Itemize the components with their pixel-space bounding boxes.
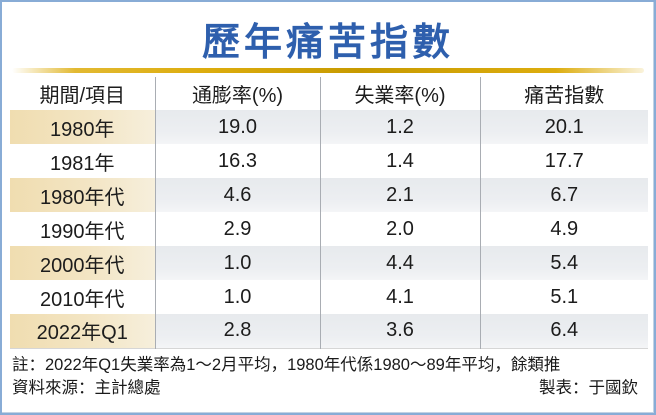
cell-inflation: 19.0 <box>155 110 321 144</box>
cell-unemployment: 1.4 <box>320 144 481 178</box>
cell-unemployment: 3.6 <box>320 314 481 348</box>
cell-period: 1980年 <box>10 110 156 144</box>
cell-misery: 5.1 <box>550 285 579 308</box>
cell-period: 1981年 <box>10 144 156 178</box>
table-row: 1981年 16.3 1.4 17.7 <box>10 144 648 178</box>
misery-index-table: 期間/項目 通膨率(%) 失業率(%) 痛苦指數 1980年 19.0 1.2 … <box>10 77 648 349</box>
table-row: 2010年代 1.0 4.1 5.1 <box>10 280 648 314</box>
cell-period: 2000年代 <box>10 246 156 280</box>
table-row: 2022年Q1 2.8 3.6 6.4 <box>10 314 648 348</box>
table-header-row: 期間/項目 通膨率(%) 失業率(%) 痛苦指數 <box>10 77 648 110</box>
column-header-inflation: 通膨率(%) <box>155 77 321 110</box>
table-row: 2000年代 1.0 4.4 5.4 <box>10 246 648 280</box>
cell-inflation: 1.0 <box>155 246 321 280</box>
cell-inflation: 4.6 <box>155 178 321 212</box>
cell-misery: 20.1 <box>480 110 648 144</box>
cell-unemployment: 2.1 <box>320 178 481 212</box>
table-notes: 註：2022年Q1失業率為1～2月平均，1980年代係1980～89年平均，餘類… <box>10 354 646 400</box>
column-header-unemployment: 失業率(%) <box>320 77 481 110</box>
cell-inflation: 2.8 <box>155 314 321 348</box>
gold-divider <box>12 68 644 73</box>
cell-misery: 6.7 <box>480 178 648 212</box>
cell-inflation: 16.3 <box>155 144 321 178</box>
cell-period: 1990年代 <box>10 212 156 246</box>
footnote: 註：2022年Q1失業率為1～2月平均，1980年代係1980～89年平均，餘類… <box>12 355 561 374</box>
credit: 製表：于國欽 <box>539 378 638 397</box>
cell-inflation: 1.0 <box>155 280 321 314</box>
cell-period: 2010年代 <box>10 280 156 314</box>
column-header-period: 期間/項目 <box>10 77 156 110</box>
cell-unemployment: 4.1 <box>320 280 481 314</box>
cell-misery: 6.4 <box>480 314 648 348</box>
cell-misery: 4.9 <box>550 217 579 240</box>
table-row: 1990年代 2.9 2.0 4.9 <box>10 212 648 246</box>
page-title: 歷年痛苦指數 <box>201 21 454 64</box>
cell-period: 1980年代 <box>10 178 156 212</box>
cell-period: 2022年Q1 <box>10 314 156 348</box>
cell-misery: 5.4 <box>480 246 648 280</box>
cell-unemployment: 2.0 <box>320 212 481 246</box>
cell-inflation: 2.9 <box>155 212 321 246</box>
cell-unemployment: 1.2 <box>320 110 481 144</box>
data-source: 資料來源：主計總處 <box>12 378 161 397</box>
column-header-misery: 痛苦指數 <box>524 85 605 107</box>
table-row: 1980年代 4.6 2.1 6.7 <box>10 178 648 212</box>
cell-unemployment: 4.4 <box>320 246 481 280</box>
cell-misery: 17.7 <box>544 149 584 172</box>
table-row: 1980年 19.0 1.2 20.1 <box>10 110 648 144</box>
